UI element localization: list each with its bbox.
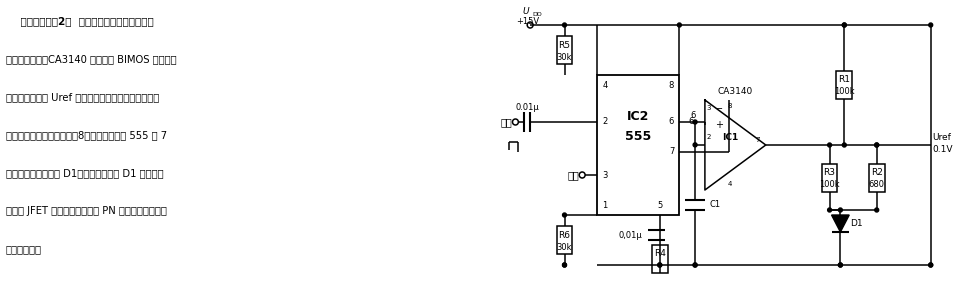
Text: Uref: Uref	[932, 133, 950, 143]
Bar	[556, 226, 572, 254]
Text: IC2: IC2	[626, 110, 649, 123]
Circle shape	[562, 213, 566, 217]
Text: 脚直接控制放电（由 D1）。要求二极管 D1 采用漏电: 脚直接控制放电（由 D1）。要求二极管 D1 采用漏电	[6, 168, 163, 178]
Circle shape	[874, 143, 878, 147]
Text: 较小的 JFET 栅极与漏源之间的 PN 结，导通电流大，: 较小的 JFET 栅极与漏源之间的 PN 结，导通电流大，	[6, 206, 167, 216]
Text: U: U	[522, 7, 529, 15]
Circle shape	[827, 208, 831, 212]
Text: 7: 7	[668, 148, 674, 156]
Circle shape	[562, 23, 566, 27]
Text: 6: 6	[688, 117, 693, 127]
Text: 0.1V: 0.1V	[932, 146, 952, 154]
Circle shape	[677, 23, 680, 27]
Text: 6: 6	[690, 112, 695, 121]
Text: 8: 8	[726, 103, 731, 109]
Text: 反向漏电小。: 反向漏电小。	[6, 244, 42, 254]
Text: 也能工作。它的选通引脚（8脚），可以通过 555 的 7: 也能工作。它的选通引脚（8脚），可以通过 555 的 7	[6, 130, 167, 140]
Text: 4: 4	[726, 181, 731, 187]
Circle shape	[841, 23, 845, 27]
Text: DD: DD	[532, 13, 541, 18]
Text: 30k: 30k	[557, 53, 572, 61]
Circle shape	[928, 23, 932, 27]
Circle shape	[827, 143, 831, 147]
Bar	[597, 75, 679, 215]
Text: 0.01μ: 0.01μ	[515, 102, 538, 112]
Circle shape	[693, 263, 697, 267]
Circle shape	[562, 263, 566, 267]
Text: 3: 3	[706, 105, 710, 111]
Bar	[651, 245, 667, 273]
Bar	[868, 164, 883, 191]
Text: 输出: 输出	[567, 170, 578, 180]
Text: 2: 2	[601, 117, 607, 127]
Text: 5: 5	[657, 201, 661, 210]
Bar	[556, 36, 572, 64]
Text: 2: 2	[706, 134, 710, 140]
Bar	[836, 71, 851, 99]
Text: +15V: +15V	[517, 16, 539, 26]
Text: 555: 555	[624, 131, 651, 144]
Text: R5: R5	[558, 40, 570, 49]
Text: 7: 7	[755, 137, 760, 143]
Circle shape	[874, 208, 878, 212]
Text: 100k: 100k	[833, 88, 854, 96]
Text: 触发: 触发	[500, 117, 512, 127]
Text: CA3140: CA3140	[717, 88, 752, 96]
Polygon shape	[831, 215, 848, 232]
Text: 100k: 100k	[819, 180, 839, 189]
Text: IC1: IC1	[721, 133, 738, 141]
Text: 1: 1	[601, 201, 607, 210]
Text: 30k: 30k	[557, 243, 572, 251]
Text: 触发延时电路。CA3140 为单电源 BIMOS 运算放大: 触发延时电路。CA3140 为单电源 BIMOS 运算放大	[6, 54, 176, 64]
Circle shape	[693, 143, 697, 147]
Text: 8: 8	[668, 80, 674, 90]
Circle shape	[841, 143, 845, 147]
Text: 长延时电路（2）  该电路是一个具有积分器的: 长延时电路（2） 该电路是一个具有积分器的	[6, 16, 153, 26]
Circle shape	[657, 263, 661, 267]
Text: 器，在基准电压 Uref 的值很小或接近于零伏的情况下: 器，在基准电压 Uref 的值很小或接近于零伏的情况下	[6, 92, 159, 102]
Circle shape	[838, 208, 841, 212]
Circle shape	[693, 263, 697, 267]
Text: 680: 680	[868, 180, 883, 189]
Text: −: −	[714, 104, 722, 114]
Circle shape	[874, 143, 878, 147]
Text: R3: R3	[822, 168, 835, 177]
Circle shape	[928, 263, 932, 267]
Text: R2: R2	[870, 168, 882, 177]
Circle shape	[928, 263, 932, 267]
Bar	[821, 164, 837, 191]
Text: 3: 3	[601, 170, 607, 179]
Text: +: +	[714, 120, 721, 130]
Text: R4: R4	[653, 249, 665, 259]
Circle shape	[838, 263, 841, 267]
Circle shape	[841, 23, 845, 27]
Circle shape	[562, 263, 566, 267]
Text: 6: 6	[668, 117, 674, 127]
Text: 4: 4	[601, 80, 607, 90]
Text: R1: R1	[838, 75, 849, 84]
Circle shape	[693, 120, 697, 124]
Text: R6: R6	[558, 230, 570, 239]
Circle shape	[838, 263, 841, 267]
Text: D1: D1	[849, 220, 862, 228]
Text: C1: C1	[708, 200, 720, 210]
Circle shape	[657, 263, 661, 267]
Text: 0,01μ: 0,01μ	[618, 230, 641, 239]
